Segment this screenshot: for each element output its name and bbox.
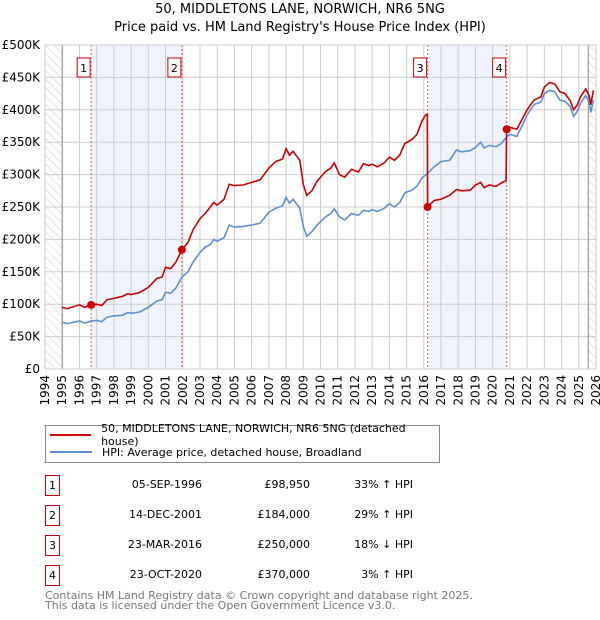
sale-hpi-diff: 3% ↑ HPI: [361, 568, 413, 581]
y-tick-label: £250K: [2, 200, 42, 214]
sale-label-box: [413, 57, 428, 78]
x-tick-label: 2010: [314, 375, 328, 406]
x-tick-label: 1995: [55, 375, 69, 406]
x-tick-label: 1994: [38, 375, 52, 406]
legend-item-price-paid: 50, MIDDLETONS LANE, NORWICH, NR6 5NG (d…: [50, 422, 439, 448]
y-tick-label: £450K: [2, 70, 42, 84]
x-tick-label: 2020: [486, 375, 500, 406]
sale-point: [423, 203, 432, 211]
sale-label: 2: [171, 62, 178, 75]
y-tick-label: £200K: [2, 232, 42, 246]
y-tick-label: £400K: [2, 103, 42, 117]
x-tick-label: 1998: [107, 375, 121, 406]
y-tick-label: £150K: [2, 265, 42, 279]
x-tick-label: 2001: [159, 375, 173, 406]
sale-point: [87, 300, 96, 309]
x-tick-label: 2006: [245, 375, 259, 406]
sale-label-box: [492, 57, 507, 78]
y-tick-label: £50K: [9, 330, 41, 344]
sale-point: [502, 125, 511, 134]
chart-title: 50, MIDDLETONS LANE, NORWICH, NR6 5NG: [155, 2, 445, 17]
x-tick-label: 2013: [365, 375, 379, 406]
legend-label: HPI: Average price, detached house, Broa…: [102, 445, 362, 459]
x-tick-label: 2012: [348, 375, 362, 406]
y-tick-label: £350K: [2, 135, 42, 149]
sale-row: 1 05-SEP-1996 £98,950 33% ↑ HPI: [45, 475, 445, 496]
x-tick-label: 2004: [210, 375, 224, 406]
price-chart: 1994 1995 1996 1997 1998 1999 2000 2001 2002 2003…: [2, 38, 600, 406]
sale-date: 05-SEP-1996: [131, 478, 202, 491]
x-tick-label: 2002: [176, 375, 190, 406]
x-tick-label: 2011: [331, 375, 345, 406]
sale-date: 23-MAR-2016: [127, 538, 202, 551]
x-tick-label: 2023: [537, 375, 551, 406]
legend: 50, MIDDLETONS LANE, NORWICH, NR6 5NG (d…: [45, 422, 440, 463]
x-tick-label: 2005: [227, 375, 241, 406]
sale-label-box: [76, 57, 91, 78]
legend-item-hpi: HPI: Average price, detached house, Broa…: [50, 444, 362, 460]
sale-price: £98,950: [264, 478, 311, 491]
x-tick-label: 2008: [279, 375, 293, 406]
x-tick-label: 2019: [468, 375, 482, 406]
sale-number-badge: 3: [45, 535, 60, 556]
x-tick-label: 1996: [72, 375, 86, 406]
sale-label: 4: [496, 62, 503, 75]
sale-date: 23-OCT-2020: [129, 568, 202, 581]
legend-label: 50, MIDDLETONS LANE, NORWICH, NR6 5NG (d…: [101, 422, 406, 448]
x-tick-label: 1997: [90, 375, 104, 406]
legend-swatch-blue: [50, 451, 92, 453]
sale-hpi-diff: 18% ↓ HPI: [354, 538, 413, 551]
x-tick-label: 2015: [400, 375, 414, 406]
sale-date: 14-DEC-2001: [128, 508, 202, 521]
series-line-price_paid: [62, 81, 595, 310]
sale-number-badge: 4: [45, 565, 60, 586]
y-tick-label: £0: [25, 362, 40, 376]
legend-swatch-red: [50, 434, 92, 436]
sale-hpi-diff: 29% ↑ HPI: [354, 508, 413, 521]
footer-licence: This data is licensed under the Open Gov…: [45, 599, 396, 612]
x-tick-label: 2025: [572, 375, 586, 406]
x-tick-label: 2022: [520, 375, 534, 406]
sale-row: 2 14-DEC-2001 £184,000 29% ↑ HPI: [45, 505, 445, 526]
x-tick-label: 2016: [417, 375, 431, 406]
x-tick-label: 1999: [124, 375, 138, 406]
sale-hpi-diff: 33% ↑ HPI: [354, 478, 413, 491]
sale-number-badge: 1: [45, 475, 60, 496]
sale-price: £184,000: [257, 508, 311, 521]
footer-copyright: Contains HM Land Registry data © Crown c…: [45, 589, 473, 602]
plot-border: [44, 44, 597, 370]
x-tick-label: 2021: [503, 375, 517, 406]
x-tick-label: 2017: [434, 375, 448, 406]
sale-price: £250,000: [257, 538, 311, 551]
sale-point: [177, 245, 186, 254]
x-tick-label: 2018: [451, 375, 465, 406]
series-line-hpi: [62, 89, 595, 325]
y-tick-label: £500K: [2, 38, 42, 52]
x-tick-label: 2000: [141, 375, 155, 406]
sale-row: 4 23-OCT-2020 £370,000 3% ↑ HPI: [45, 565, 445, 586]
x-tick-label: 2024: [555, 375, 569, 406]
chart-subtitle: Price paid vs. HM Land Registry's House …: [114, 20, 486, 35]
sale-row: 3 23-MAR-2016 £250,000 18% ↓ HPI: [45, 535, 445, 556]
sale-label: 3: [417, 62, 424, 75]
sale-price: £370,000: [257, 568, 311, 581]
sale-number-badge: 2: [45, 505, 60, 526]
y-tick-label: £300K: [2, 168, 42, 182]
x-tick-label: 2007: [262, 375, 276, 406]
y-tick-label: £100K: [2, 297, 42, 311]
x-tick-label: 2009: [296, 375, 310, 406]
sale-label-box: [167, 57, 182, 78]
x-tick-label: 2003: [193, 375, 207, 406]
x-tick-label: 2026: [589, 375, 600, 406]
x-tick-label: 2014: [382, 375, 396, 406]
sale-label: 1: [80, 62, 87, 75]
